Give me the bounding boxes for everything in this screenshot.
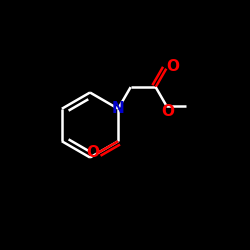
Text: O: O	[87, 145, 100, 160]
Text: O: O	[161, 104, 174, 119]
Text: N: N	[112, 101, 124, 116]
Text: O: O	[166, 59, 179, 74]
